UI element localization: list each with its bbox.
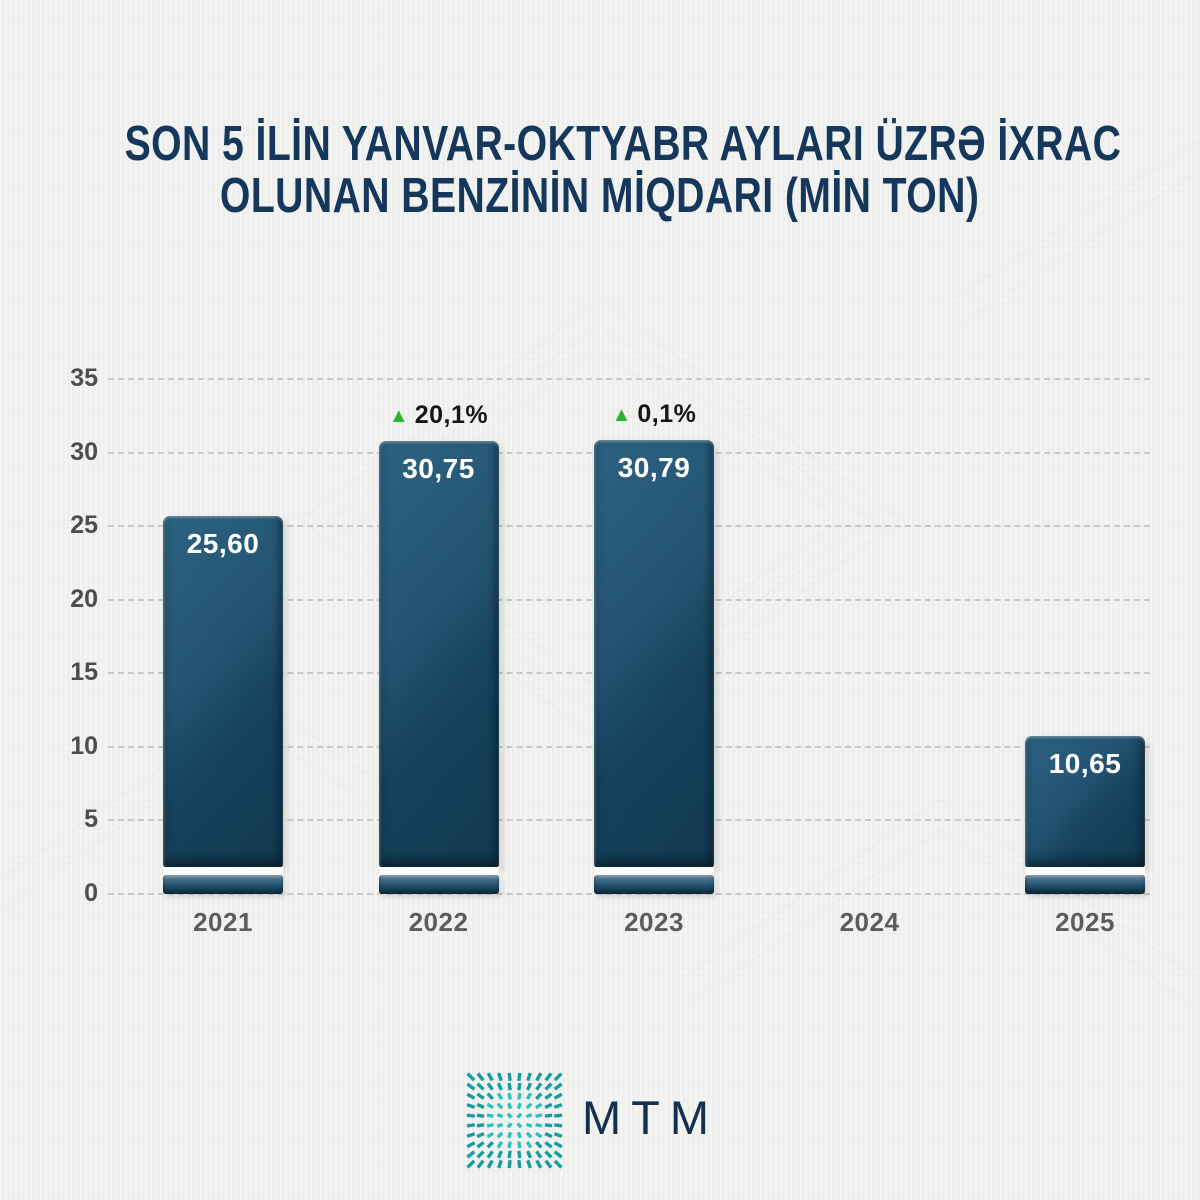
bar-gap-2021 [163, 867, 283, 875]
bar-gap-2025 [1025, 867, 1145, 875]
x-axis-label-2024: 2024 [839, 907, 900, 937]
bar-2023 [594, 439, 714, 868]
mtm-logo-icon [466, 1072, 563, 1169]
bar-base-2022 [378, 875, 499, 894]
bar-base-2023 [594, 875, 714, 894]
mtm-logo-text: MTM [582, 1091, 720, 1144]
bar-value-2022: 30,75 [402, 452, 475, 484]
up-triangle-icon: ▲ [611, 403, 632, 426]
change-badge-2023: ▲ 0,1% [544, 400, 764, 430]
gridline-35 [108, 378, 1150, 380]
chart-title: SON 5 İLİN YANVAR-OKTYABR AYLARI ÜZRƏ İX… [0, 118, 1200, 222]
x-axis-label-2023: 2023 [624, 907, 684, 937]
bar-2022 [378, 440, 499, 868]
bar-base-2025 [1025, 875, 1145, 894]
y-axis-tick-20: 20 [70, 584, 98, 613]
bar-gap-2023 [594, 867, 714, 875]
y-axis-tick-10: 10 [70, 731, 98, 760]
change-percent-2023: 0,1% [637, 400, 697, 429]
y-axis-tick-35: 35 [70, 364, 98, 392]
y-axis-tick-30: 30 [70, 437, 98, 466]
y-axis-tick-5: 5 [84, 805, 98, 834]
y-axis-tick-0: 0 [84, 879, 98, 907]
bar-base-2021 [163, 875, 283, 894]
bar-2025 [1025, 736, 1145, 868]
x-axis-label-2025: 2025 [1055, 907, 1115, 937]
bar-value-2025: 10,65 [1048, 748, 1122, 780]
bar-value-2021: 25,60 [186, 528, 260, 560]
up-triangle-icon: ▲ [388, 404, 409, 427]
bar-gap-2022 [378, 867, 499, 875]
bar-value-2023: 30,79 [617, 451, 691, 483]
chart-title-line2: OLUNAN BENZİNİN MİQDARI (MİN TON) [220, 169, 980, 223]
y-axis-tick-15: 15 [70, 658, 98, 687]
change-percent-2022: 20,1% [414, 401, 489, 430]
change-badge-2022: ▲ 20,1% [329, 401, 549, 431]
x-axis-label-2021: 2021 [193, 907, 253, 937]
gridline-0 [108, 893, 1150, 895]
x-axis-label-2022: 2022 [408, 907, 469, 937]
chart-title-line1: SON 5 İLİN YANVAR-OKTYABR AYLARI ÜZRƏ İX… [124, 117, 1122, 171]
bar-2021 [163, 516, 283, 868]
y-axis-tick-25: 25 [70, 511, 98, 540]
